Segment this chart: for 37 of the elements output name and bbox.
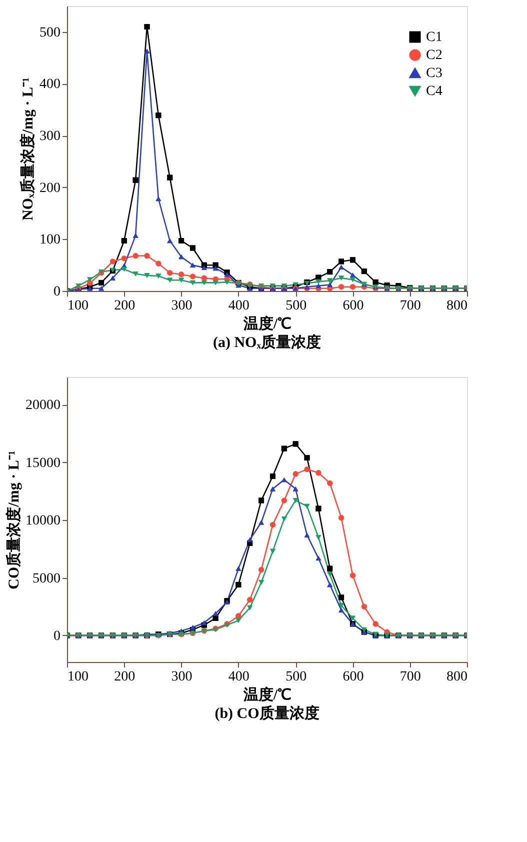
legend-label: C1 <box>426 30 442 45</box>
y-tick-label: 10000 <box>26 514 60 529</box>
y-tick-label: 500 <box>40 25 60 40</box>
y-axis-title: NOₓ质量浓度/mg · L⁻¹ <box>18 78 36 220</box>
y-tick-label: 100 <box>40 232 60 248</box>
x-tick-label: 100 <box>68 298 88 314</box>
y-tick-label: 5000 <box>32 571 60 586</box>
y-tick-label: 400 <box>40 77 60 92</box>
x-tick-label: 400 <box>228 298 250 314</box>
x-tick-label: 100 <box>68 670 88 684</box>
text: (a) NOₓ质量浓度 <box>212 333 322 351</box>
x-axis-title: 温度/℃ <box>242 314 292 332</box>
x-tick-label: 800 <box>446 670 468 684</box>
y-tick-label: 0 <box>54 628 60 644</box>
x-tick-label: 700 <box>400 298 421 314</box>
x-tick-label: 500 <box>286 670 307 684</box>
x-axis-title: 温度/℃ <box>242 686 292 704</box>
x-tick-label: 300 <box>171 670 192 684</box>
x-tick-label: 500 <box>286 298 307 314</box>
legend-label: C3 <box>426 66 442 81</box>
x-tick-label: 600 <box>342 298 364 314</box>
y-tick-label: 200 <box>40 180 60 196</box>
y-tick-label: 15000 <box>26 456 60 471</box>
x-tick-label: 400 <box>228 670 250 684</box>
y-tick-label: 20000 <box>26 398 60 414</box>
x-tick-label: 600 <box>342 670 364 684</box>
legend-label: C2 <box>426 48 442 63</box>
x-tick-label: 800 <box>446 298 468 314</box>
y-axis-title: CO质量浓度/mg · L⁻¹ <box>4 450 22 590</box>
x-tick-label: 300 <box>171 298 192 314</box>
text: (b) CO质量浓度 <box>214 704 320 722</box>
y-tick-label: 0 <box>54 284 60 300</box>
legend-label: C4 <box>426 84 442 99</box>
x-tick-label: 700 <box>400 670 421 684</box>
x-tick-label: 200 <box>114 670 136 684</box>
x-tick-label: 200 <box>114 298 136 314</box>
y-tick-label: 300 <box>40 129 60 144</box>
